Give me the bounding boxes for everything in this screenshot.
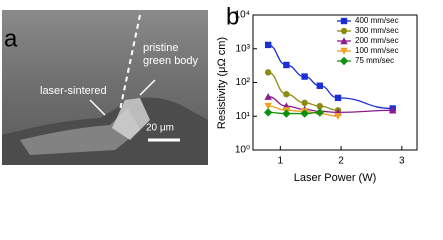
- marker: [264, 69, 272, 76]
- marker: [334, 94, 342, 102]
- marker: [301, 99, 308, 107]
- legend-label: 200 mm/sec: [355, 36, 399, 45]
- sintered-region: [20, 108, 140, 155]
- legend-marker: [340, 37, 348, 45]
- marker: [315, 108, 325, 117]
- arrow: [89, 99, 106, 116]
- marker: [389, 106, 397, 114]
- marker: [264, 41, 272, 49]
- y-tick-label: 10¹: [236, 111, 251, 122]
- marker: [301, 73, 308, 80]
- marker: [334, 113, 342, 120]
- series-line: [268, 111, 320, 115]
- sem-image: pristine green body laser-sintered 20 μm: [2, 10, 208, 165]
- marker: [316, 102, 324, 110]
- legend-marker: [340, 27, 348, 35]
- y-axis-title: Resistivity (μΩ cm): [216, 37, 228, 129]
- image-label: laser-sintered: [40, 85, 107, 97]
- legend-label: 100 mm/sec: [355, 46, 399, 55]
- legend-label: 400 mm/sec: [355, 16, 399, 25]
- marker: [282, 109, 291, 118]
- series-line: [268, 96, 393, 114]
- panel-label: b: [226, 3, 239, 30]
- y-tick-label: 10³: [236, 43, 251, 54]
- x-axis-title: Laser Power (W): [294, 172, 377, 184]
- legend-marker: [340, 17, 348, 25]
- image-label: green body: [143, 55, 199, 67]
- x-tick-label: 2: [338, 156, 344, 167]
- marker: [264, 92, 272, 100]
- boundary-line: [119, 14, 141, 111]
- legend-marker: [339, 56, 349, 66]
- marker: [300, 109, 309, 118]
- x-tick-label: 1: [278, 156, 284, 167]
- marker: [283, 91, 290, 98]
- y-tick-label: 10⁰: [235, 145, 250, 156]
- x-tick-label: 3: [399, 156, 405, 167]
- marker: [264, 102, 272, 110]
- figure: pristine green body laser-sintered 20 μm…: [2, 3, 418, 184]
- panel-label: a: [4, 25, 18, 52]
- marker: [263, 108, 273, 117]
- y-tick-label: 10²: [236, 77, 251, 88]
- scale-label: 20 μm: [146, 123, 174, 134]
- legend-marker: [340, 47, 348, 55]
- sintered-edge: [112, 98, 150, 140]
- arrow: [139, 79, 156, 96]
- marker: [283, 61, 290, 69]
- marker: [316, 82, 324, 89]
- legend-label: 75 mm/sec: [355, 56, 394, 65]
- image-label: pristine: [143, 42, 178, 54]
- y-tick-label: 10⁴: [235, 10, 250, 21]
- legend-label: 300 mm/sec: [355, 26, 399, 35]
